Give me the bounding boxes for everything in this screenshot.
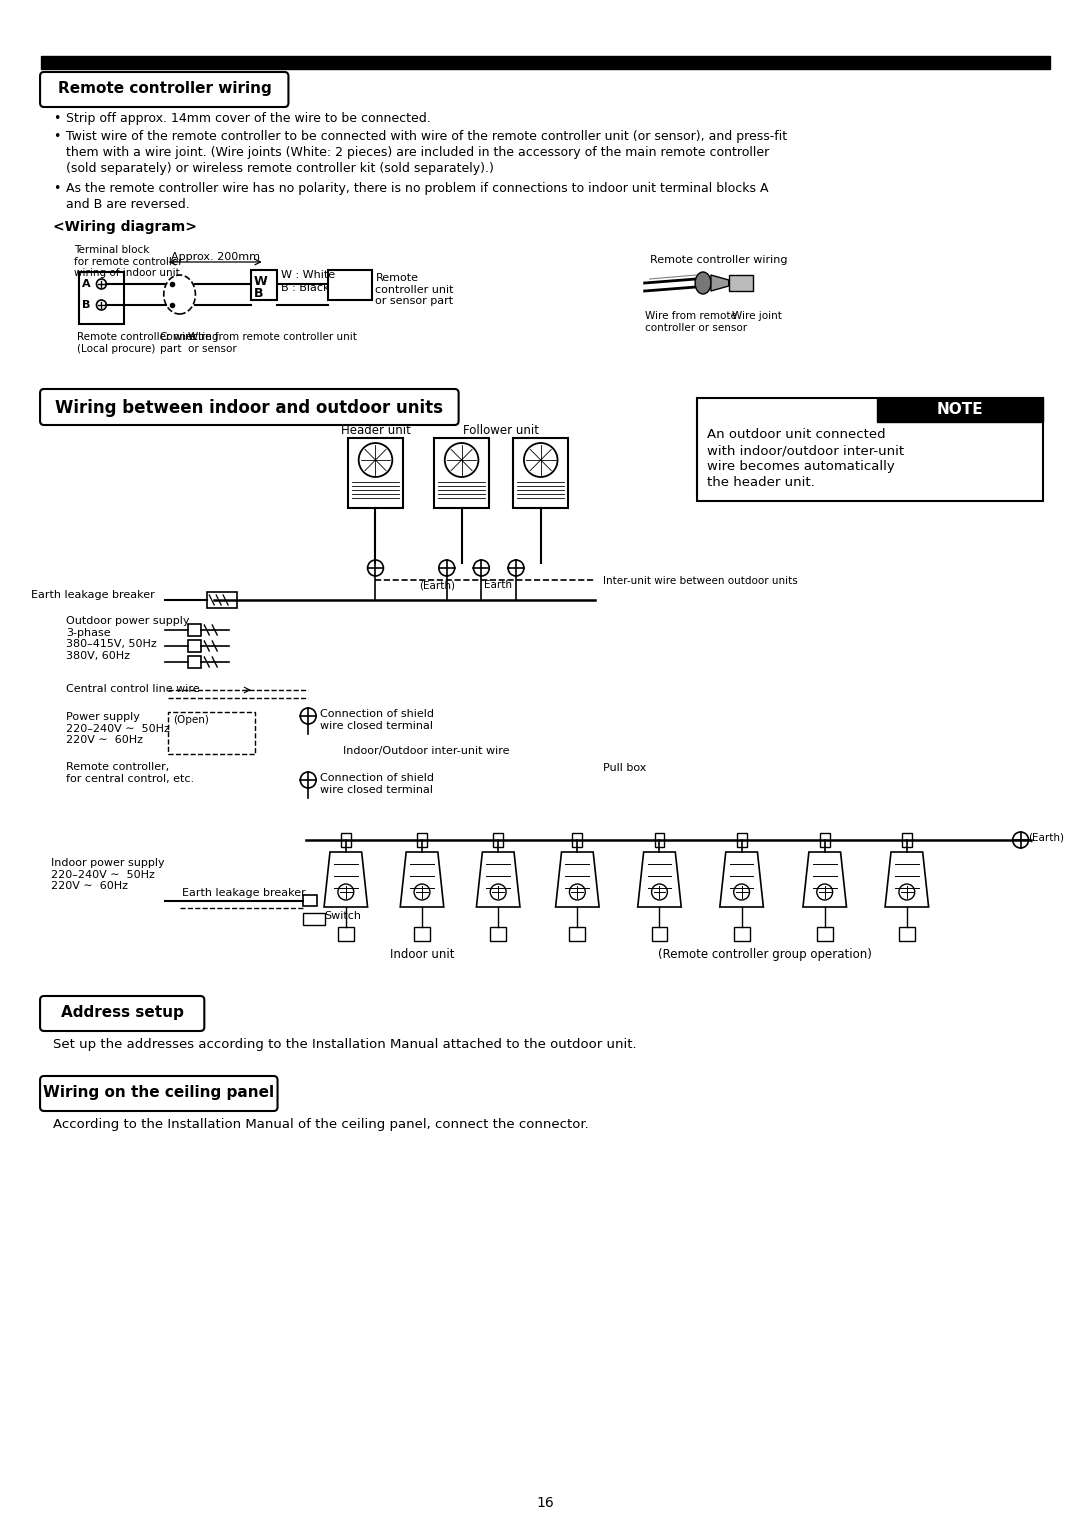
- Text: Remote
controller unit
or sensor part: Remote controller unit or sensor part: [376, 273, 454, 307]
- Text: W: W: [254, 274, 268, 288]
- Text: Wiring on the ceiling panel: Wiring on the ceiling panel: [43, 1084, 274, 1100]
- Bar: [188, 656, 201, 668]
- Text: Remote controller wiring: Remote controller wiring: [58, 81, 271, 96]
- Text: Wire from remote
controller or sensor: Wire from remote controller or sensor: [645, 311, 746, 332]
- Text: (Earth): (Earth): [1028, 833, 1065, 843]
- Text: Inter-unit wire between outdoor units: Inter-unit wire between outdoor units: [603, 576, 798, 586]
- Text: Wiring between indoor and outdoor units: Wiring between indoor and outdoor units: [55, 400, 443, 416]
- Bar: [188, 624, 201, 636]
- Text: Remote controller wire
(Local procure): Remote controller wire (Local procure): [77, 332, 195, 354]
- Bar: [572, 833, 582, 846]
- Text: Twist wire of the remote controller to be connected with wire of the remote cont: Twist wire of the remote controller to b…: [66, 130, 787, 143]
- Text: the header unit.: the header unit.: [707, 476, 814, 490]
- Bar: [902, 833, 912, 846]
- Text: (Earth): (Earth): [419, 580, 455, 590]
- Bar: [251, 270, 276, 300]
- Text: Indoor unit: Indoor unit: [390, 949, 455, 961]
- Bar: [697, 398, 1043, 502]
- Text: B: B: [82, 300, 90, 310]
- Text: (Open): (Open): [173, 715, 208, 724]
- Text: Connecting
part: Connecting part: [160, 332, 219, 354]
- Text: (Remote controller group operation): (Remote controller group operation): [659, 949, 873, 961]
- Bar: [877, 398, 1043, 422]
- Text: Switch: Switch: [324, 910, 361, 921]
- Bar: [654, 833, 664, 846]
- Bar: [188, 640, 201, 653]
- Bar: [417, 833, 427, 846]
- Text: A: A: [82, 279, 91, 290]
- Text: According to the Installation Manual of the ceiling panel, connect the connector: According to the Installation Manual of …: [53, 1118, 589, 1132]
- Bar: [328, 270, 372, 300]
- Polygon shape: [711, 274, 729, 291]
- FancyBboxPatch shape: [40, 389, 459, 425]
- Text: Connection of shield
wire closed terminal: Connection of shield wire closed termina…: [320, 709, 434, 730]
- Bar: [303, 913, 325, 926]
- FancyBboxPatch shape: [40, 1077, 278, 1112]
- Text: Approx. 200mm: Approx. 200mm: [171, 252, 259, 262]
- Ellipse shape: [696, 271, 711, 294]
- Text: Central control line wire: Central control line wire: [66, 685, 200, 694]
- Text: Strip off approx. 14mm cover of the wire to be connected.: Strip off approx. 14mm cover of the wire…: [66, 111, 431, 125]
- Text: (sold separately) or wireless remote controller kit (sold separately).): (sold separately) or wireless remote con…: [66, 162, 494, 175]
- Bar: [490, 927, 507, 941]
- Text: wire becomes automatically: wire becomes automatically: [707, 461, 894, 473]
- Text: B : Black: B : Black: [281, 284, 329, 293]
- Text: Pull box: Pull box: [603, 762, 647, 773]
- Text: Indoor/Outdoor inter-unit wire: Indoor/Outdoor inter-unit wire: [342, 746, 510, 756]
- Bar: [651, 927, 667, 941]
- Bar: [816, 927, 833, 941]
- Bar: [737, 833, 746, 846]
- Text: <Wiring diagram>: <Wiring diagram>: [53, 220, 197, 233]
- FancyBboxPatch shape: [40, 72, 288, 107]
- Text: An outdoor unit connected: An outdoor unit connected: [707, 429, 886, 441]
- Text: Follower unit: Follower unit: [463, 424, 539, 438]
- Text: Earth leakage breaker: Earth leakage breaker: [31, 590, 154, 599]
- Bar: [414, 927, 430, 941]
- Text: with indoor/outdoor inter-unit: with indoor/outdoor inter-unit: [707, 444, 904, 458]
- Text: Connection of shield
wire closed terminal: Connection of shield wire closed termina…: [320, 773, 434, 795]
- Bar: [729, 274, 754, 291]
- Bar: [494, 833, 503, 846]
- Bar: [41, 56, 1051, 69]
- Text: •: •: [53, 181, 60, 195]
- Text: Power supply
220–240V ∼  50Hz
220V ∼  60Hz: Power supply 220–240V ∼ 50Hz 220V ∼ 60Hz: [66, 712, 170, 746]
- Text: Outdoor power supply
3-phase
380–415V, 50Hz
380V, 60Hz: Outdoor power supply 3-phase 380–415V, 5…: [66, 616, 189, 660]
- Text: Remote controller,
for central control, etc.: Remote controller, for central control, …: [66, 762, 194, 784]
- Bar: [569, 927, 585, 941]
- Text: •: •: [53, 130, 60, 143]
- Bar: [341, 833, 351, 846]
- FancyBboxPatch shape: [40, 996, 204, 1031]
- Text: Indoor power supply
220–240V ∼  50Hz
220V ∼  60Hz: Indoor power supply 220–240V ∼ 50Hz 220V…: [51, 859, 164, 891]
- Text: NOTE: NOTE: [937, 403, 984, 416]
- Text: Wire joint: Wire joint: [732, 311, 782, 320]
- Bar: [820, 833, 829, 846]
- Text: B: B: [254, 287, 264, 300]
- Bar: [348, 438, 403, 508]
- Text: Terminal block
for remote controller
wiring of indoor unit: Terminal block for remote controller wir…: [73, 246, 183, 278]
- Text: Wire from remote controller unit
or sensor: Wire from remote controller unit or sens…: [188, 332, 356, 354]
- Bar: [167, 712, 255, 753]
- Bar: [79, 271, 124, 323]
- Bar: [899, 927, 915, 941]
- Bar: [303, 895, 318, 906]
- Text: Set up the addresses according to the Installation Manual attached to the outdoo: Set up the addresses according to the In…: [53, 1039, 636, 1051]
- Bar: [338, 927, 354, 941]
- Bar: [434, 438, 489, 508]
- Text: Earth: Earth: [484, 580, 512, 590]
- Text: Header unit: Header unit: [340, 424, 410, 438]
- Text: and B are reversed.: and B are reversed.: [66, 198, 190, 210]
- Text: •: •: [53, 111, 60, 125]
- Text: Earth leakage breaker: Earth leakage breaker: [181, 888, 306, 898]
- Bar: [733, 927, 750, 941]
- Text: them with a wire joint. (Wire joints (White: 2 pieces) are included in the acces: them with a wire joint. (Wire joints (Wh…: [66, 146, 769, 159]
- Text: As the remote controller wire has no polarity, there is no problem if connection: As the remote controller wire has no pol…: [66, 181, 768, 195]
- Bar: [513, 438, 568, 508]
- Text: W : White: W : White: [281, 270, 335, 281]
- Text: 16: 16: [537, 1496, 554, 1510]
- Bar: [207, 592, 237, 608]
- Text: Remote controller wiring: Remote controller wiring: [649, 255, 787, 265]
- Text: Address setup: Address setup: [60, 1005, 184, 1020]
